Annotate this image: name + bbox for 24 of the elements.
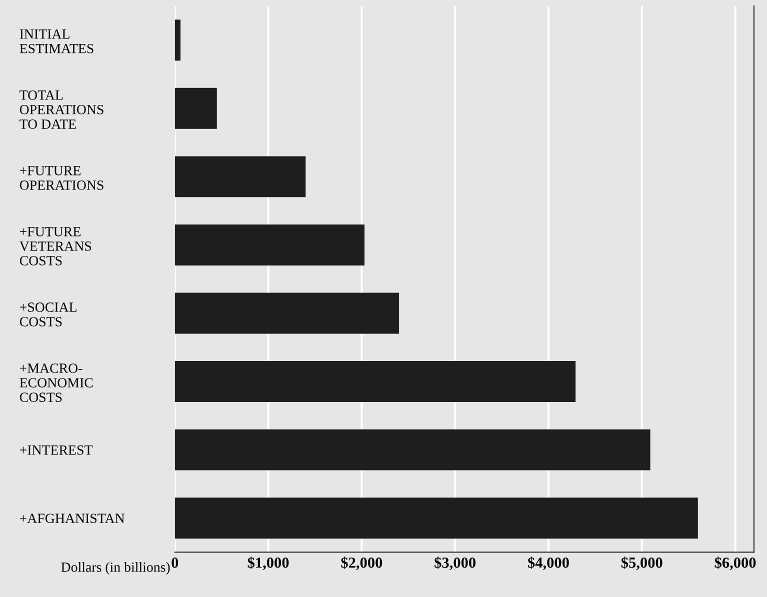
bar [174, 20, 180, 61]
x-tick-label: $2,000 [341, 556, 382, 570]
x-tick-label: $4,000 [528, 556, 569, 570]
bar [174, 429, 650, 470]
bar [174, 292, 400, 334]
bar [174, 156, 306, 198]
y-tick-label: +FUTURE OPERATIONS [20, 166, 104, 190]
y-tick-label: +FUTURE VETERANS COSTS [19, 227, 91, 266]
y-tick-label: TOTAL OPERATIONS TO DATE [20, 90, 104, 129]
y-tick-label: +MACRO- ECONOMIC COSTS [20, 364, 93, 402]
x-axis-title: Dollars (in billions) [61, 562, 170, 575]
x-tick-label: $6,000 [714, 556, 756, 570]
x-tick-label: $5,000 [621, 556, 662, 570]
x-tick-label: 0 [172, 558, 178, 568]
y-tick-label: +INTEREST [20, 445, 92, 455]
y-tick-label: +SOCIAL COSTS [20, 302, 76, 326]
y-tick-label: +AFGHANISTAN [20, 514, 124, 524]
bar [174, 224, 364, 266]
bar [174, 88, 217, 129]
x-tick-label: $3,000 [434, 556, 476, 570]
bar [174, 498, 698, 539]
x-tick-label: $1,000 [248, 556, 289, 570]
y-tick-label: INITIAL ESTIMATES [20, 29, 94, 54]
bar [174, 361, 576, 402]
